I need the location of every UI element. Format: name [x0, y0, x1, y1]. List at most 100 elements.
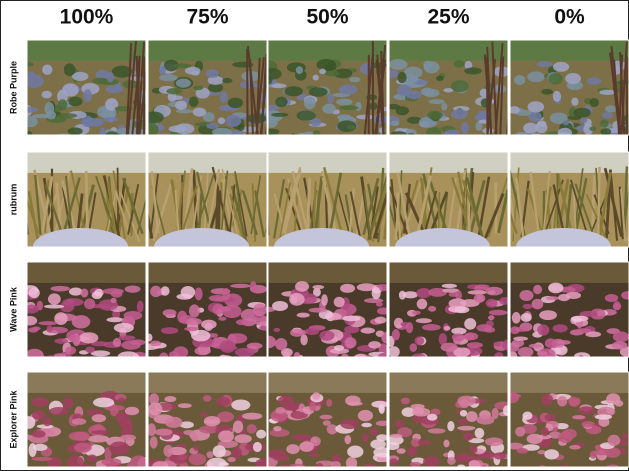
- foliage: [297, 110, 316, 120]
- foliage: [441, 343, 458, 352]
- foliage: [408, 447, 418, 457]
- foliage: [191, 434, 198, 441]
- foliage: [575, 328, 591, 333]
- foliage: [602, 112, 613, 118]
- foliage: [113, 338, 121, 347]
- foliage: [342, 315, 360, 321]
- row-label: Explorer Pink: [8, 390, 18, 449]
- foliage: [43, 417, 51, 426]
- foliage: [493, 342, 501, 347]
- foliage: [87, 454, 97, 462]
- foliage: [150, 341, 161, 347]
- foliage: [464, 67, 482, 74]
- foliage: [548, 73, 563, 84]
- foliage: [159, 66, 166, 75]
- photo-backdrop: [268, 372, 387, 393]
- foliage: [213, 445, 226, 457]
- foliage: [410, 462, 421, 467]
- foliage: [406, 322, 413, 333]
- photo-backdrop: [389, 262, 508, 283]
- foliage: [68, 335, 81, 341]
- foliage: [447, 421, 454, 431]
- foliage: [334, 345, 344, 351]
- foliage: [189, 304, 200, 317]
- foliage: [57, 113, 77, 118]
- foliage: [334, 297, 345, 308]
- foliage: [247, 424, 257, 433]
- plant-photo: [504, 262, 629, 367]
- grass-blade: [598, 167, 599, 239]
- foliage: [455, 453, 471, 463]
- foliage: [275, 407, 285, 414]
- foliage: [206, 123, 219, 129]
- plant-photo: [505, 372, 629, 471]
- foliage: [529, 344, 542, 349]
- foliage: [176, 79, 191, 88]
- foliage: [523, 304, 533, 309]
- column-label: 75%: [186, 6, 228, 29]
- foliage: [286, 444, 299, 454]
- foliage: [447, 457, 455, 465]
- foliage: [410, 343, 418, 352]
- foliage: [595, 414, 612, 419]
- foliage: [63, 397, 74, 408]
- foliage: [358, 410, 373, 421]
- foliage: [289, 293, 305, 306]
- foliage: [537, 351, 548, 356]
- foliage: [429, 99, 445, 104]
- foliage: [38, 321, 57, 325]
- foliage: [452, 333, 465, 341]
- foliage: [541, 89, 553, 95]
- foliage: [345, 337, 357, 348]
- photo-backdrop: [389, 372, 508, 393]
- column-label: 100%: [60, 6, 114, 29]
- foliage: [322, 104, 336, 114]
- foliage: [80, 289, 88, 298]
- foliage: [464, 318, 476, 330]
- foliage: [171, 95, 184, 99]
- plant-photo: [22, 372, 150, 471]
- foliage: [395, 420, 404, 428]
- foliage: [28, 288, 39, 299]
- foliage: [111, 298, 117, 303]
- foliage: [175, 123, 195, 134]
- foliage: [460, 410, 467, 417]
- foliage: [275, 97, 287, 108]
- foliage: [458, 419, 468, 426]
- foliage: [412, 311, 421, 315]
- foliage: [236, 319, 248, 325]
- foliage: [494, 452, 507, 459]
- foliage: [347, 446, 363, 458]
- foliage: [184, 327, 199, 331]
- foliage: [234, 434, 251, 443]
- foliage: [557, 396, 567, 407]
- foliage: [68, 97, 82, 107]
- foliage: [571, 316, 589, 322]
- foliage: [389, 458, 398, 465]
- foliage: [193, 107, 207, 116]
- foliage: [206, 451, 213, 458]
- foliage: [454, 60, 465, 67]
- foliage: [532, 299, 544, 310]
- row-label: rubrum: [8, 184, 18, 216]
- foliage: [470, 445, 478, 453]
- foliage: [220, 340, 236, 353]
- foliage: [362, 433, 368, 442]
- column-label: 25%: [427, 6, 469, 29]
- plant-photo: [142, 372, 274, 471]
- foliage: [68, 127, 83, 135]
- foliage: [42, 64, 52, 74]
- foliage: [321, 294, 328, 306]
- foliage: [92, 414, 107, 422]
- foliage: [558, 431, 573, 442]
- photo-backdrop: [148, 372, 267, 393]
- foliage: [305, 328, 319, 335]
- foliage: [218, 117, 225, 124]
- foliage: [512, 312, 521, 323]
- foliage: [28, 327, 38, 332]
- foliage: [574, 398, 581, 405]
- foliage: [130, 339, 145, 345]
- foliage: [427, 414, 437, 421]
- plant-photo: [261, 40, 392, 142]
- foliage: [527, 101, 544, 112]
